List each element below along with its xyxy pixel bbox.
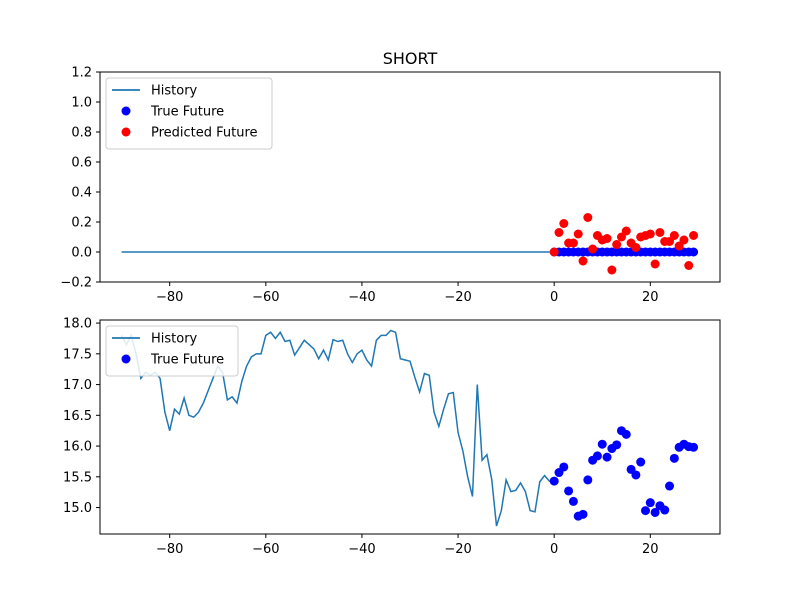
bottom-plot-x-tick-label: −20 bbox=[444, 542, 471, 557]
top-plot-legend-predicted-future-swatch bbox=[121, 127, 131, 137]
top-plot-x-tick-label: 20 bbox=[642, 290, 659, 305]
top-plot-predicted-future-point bbox=[689, 231, 699, 240]
bottom-plot-axes: −80 −60 −40 −20 0 20 15.0 15.5 16.0 16.5 17.0 17.5 1… bbox=[63, 317, 659, 557]
bottom-plot-legend-true-future-label: True Future bbox=[150, 353, 224, 368]
bottom-plot-true-future-point bbox=[568, 496, 578, 506]
bottom-plot-true-future-point bbox=[645, 498, 655, 508]
top-plot-predicted-future-point bbox=[573, 229, 583, 239]
bottom-plot-true-future-point bbox=[641, 506, 650, 516]
top-plot-legend-history-label: History bbox=[151, 84, 198, 99]
top-plot-y-tick-label: 1.0 bbox=[71, 96, 92, 111]
bottom-plot-y-tick-label: 17.5 bbox=[63, 347, 92, 362]
top-plot-x-tick-label: −40 bbox=[348, 290, 375, 305]
top-plot-x-tick-label: 0 bbox=[550, 290, 558, 305]
bottom-plot-true-future-point bbox=[583, 475, 593, 485]
top-plot-y-tick-label: 0.8 bbox=[71, 126, 92, 141]
top-plot-legend-predicted-future-label: Predicted Future bbox=[151, 126, 258, 141]
top-plot-predicted-future-point bbox=[578, 256, 588, 266]
top-plot-predicted-future-point bbox=[602, 234, 612, 243]
bottom-plot-x-tick-label: −60 bbox=[252, 542, 279, 557]
bottom-plot-true-future-point bbox=[636, 457, 646, 467]
top-plot-y-tick-label: 0.6 bbox=[71, 156, 92, 171]
top-plot-predicted-future-point bbox=[674, 241, 684, 251]
top-plot-y-tick-label: −0.2 bbox=[60, 276, 92, 291]
top-plot-predicted-future-point bbox=[612, 240, 622, 249]
top-plot-predicted-future-point bbox=[621, 226, 631, 236]
top-plot-legend-true-future-label: True Future bbox=[150, 105, 224, 120]
bottom-plot-history-line bbox=[120, 329, 555, 527]
bottom-plot-y-tick-label: 15.5 bbox=[63, 470, 92, 485]
top-plot-true-future-point bbox=[689, 247, 699, 257]
top-plot-axes: −80 −60 −40 −20 0 20 −0.2 0.0 0.2 0.4 0.6 0.8 1.0 1.2 bbox=[60, 66, 658, 306]
top-plot-y-tick-label: 0.4 bbox=[71, 186, 92, 201]
top-plot-y-tick-label: 0.0 bbox=[71, 246, 92, 261]
bottom-plot-y-tick-label: 16.0 bbox=[63, 440, 92, 455]
top-plot-predicted-future-point bbox=[588, 244, 598, 254]
top-plot-x-tick-label: −80 bbox=[156, 290, 183, 305]
bottom-plot-true-future-point bbox=[669, 453, 679, 463]
top-plot-predicted-future-point bbox=[650, 259, 660, 269]
top-plot-title: SHORT bbox=[383, 49, 438, 68]
top-plot-frame bbox=[99, 71, 721, 283]
top-plot-y-tick-label: 1.2 bbox=[71, 66, 92, 81]
bottom-plot-true-future-point bbox=[660, 505, 670, 515]
top-plot-y-tick-label: 0.2 bbox=[71, 216, 92, 231]
top-plot-x-tick-label: −20 bbox=[444, 290, 471, 305]
bottom-plot-x-tick-label: 0 bbox=[550, 542, 558, 557]
bottom-plot-y-tick-label: 17.0 bbox=[63, 378, 92, 393]
bottom-plot-true-future-point bbox=[621, 429, 631, 439]
bottom-plot-true-future-point bbox=[665, 481, 675, 491]
bottom-plot-true-future-point bbox=[689, 442, 699, 452]
bottom-plot-legend-history-label: History bbox=[151, 332, 198, 347]
bottom-plot-y-tick-label: 16.5 bbox=[63, 409, 92, 424]
bottom-plot-true-future-point bbox=[564, 486, 574, 496]
top-plot-predicted-future-point bbox=[631, 243, 641, 252]
top-plot-predicted-future-point bbox=[669, 231, 679, 240]
bottom-plot-true-future-point bbox=[650, 507, 660, 517]
bottom-plot-true-future-point bbox=[631, 470, 641, 480]
top-plot-x-tick-label: −60 bbox=[252, 290, 279, 305]
bottom-plot-true-future-point bbox=[549, 476, 559, 486]
bottom-plot-true-future-point bbox=[612, 440, 622, 450]
top-plot-predicted-future-point bbox=[665, 237, 675, 246]
bottom-plot: −80 −60 −40 −20 0 20 15.0 15.5 16.0 16.5 17.0 17.5 1… bbox=[63, 317, 721, 557]
top-plot-predicted-future-point bbox=[645, 229, 655, 239]
bottom-plot-true-future-point bbox=[602, 452, 612, 462]
top-plot-legend-box bbox=[105, 77, 273, 150]
top-plot-data-layer bbox=[121, 213, 699, 275]
bottom-plot-true-future-point bbox=[592, 451, 602, 461]
top-plot-predicted-future-point bbox=[559, 219, 569, 228]
top-plot-predicted-future-point bbox=[616, 232, 626, 242]
top-plot-predicted-future-point bbox=[655, 228, 665, 237]
top-plot-predicted-future-point bbox=[568, 238, 578, 248]
bottom-plot-x-tick-label: −80 bbox=[156, 542, 183, 557]
top-plot-predicted-future-point bbox=[583, 213, 593, 222]
bottom-plot-true-future-point bbox=[597, 439, 607, 449]
top-plot-predicted-future-point bbox=[607, 265, 617, 275]
bottom-plot-legend-true-future-swatch bbox=[121, 354, 131, 364]
top-plot-predicted-future-point bbox=[554, 228, 564, 237]
bottom-plot-y-tick-label: 18.0 bbox=[63, 317, 92, 332]
top-plot-predicted-future-point bbox=[549, 247, 559, 257]
top-plot: SHORT −80 −60 −40 −20 0 20 −0.2 0.0 0.2 0.4 0.6 0.8… bbox=[60, 49, 721, 306]
bottom-plot-x-tick-label: 20 bbox=[642, 542, 659, 557]
top-plot-legend-true-future-swatch bbox=[121, 106, 131, 116]
bottom-plot-true-future-point bbox=[578, 509, 588, 519]
bottom-plot-frame bbox=[99, 319, 721, 535]
top-plot-legend: History True Future Predicted Future bbox=[105, 77, 273, 150]
top-plot-predicted-future-point bbox=[679, 235, 689, 245]
bottom-plot-legend: History True Future bbox=[105, 325, 239, 377]
bottom-plot-data-layer bbox=[120, 329, 699, 527]
top-plot-predicted-future-point bbox=[684, 261, 694, 270]
bottom-plot-x-tick-label: −40 bbox=[348, 542, 375, 557]
bottom-plot-y-tick-label: 15.0 bbox=[63, 501, 92, 516]
bottom-plot-true-future-point bbox=[559, 462, 569, 472]
